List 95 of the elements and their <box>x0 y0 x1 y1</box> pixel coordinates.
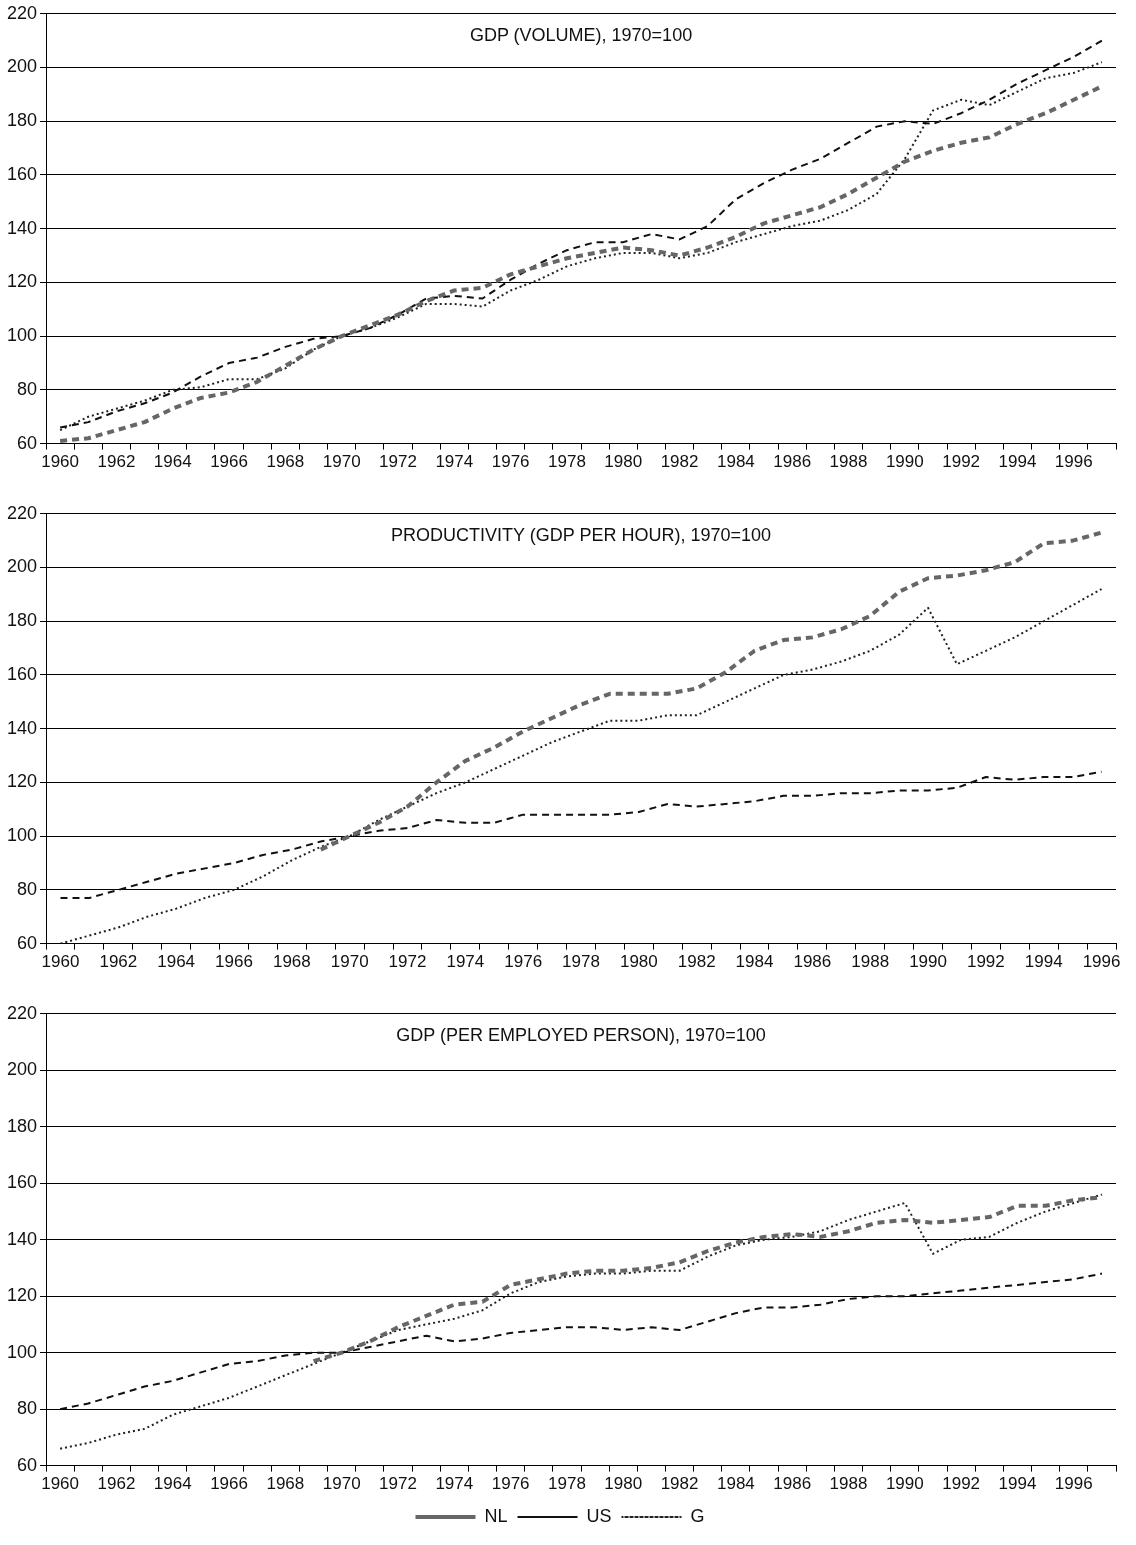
x-tick-label: 1988 <box>829 452 868 472</box>
line-series <box>59 770 1103 899</box>
x-tick-label: 1980 <box>604 452 643 472</box>
x-tick-label: 1964 <box>153 1474 192 1494</box>
x-tick-label: 1994 <box>1024 952 1063 972</box>
x-tick-label: 1960 <box>41 1474 80 1494</box>
y-tick-label: 60 <box>17 1454 38 1475</box>
line-series <box>59 1272 1103 1411</box>
y-tick-label: 120 <box>6 771 38 792</box>
x-tick-label: 1972 <box>388 952 427 972</box>
x-tick-label: 1994 <box>998 1474 1037 1494</box>
y-tick-label: 140 <box>6 217 38 238</box>
y-tick-label: 220 <box>6 502 38 523</box>
y-tick-label: 80 <box>17 1398 38 1419</box>
y-tick-label: 200 <box>6 1059 38 1080</box>
y-tick-label: 200 <box>6 56 38 77</box>
y-tick-label: 220 <box>6 2 38 23</box>
x-tick-label: 1962 <box>99 952 138 972</box>
x-tick-label: 1984 <box>716 1474 755 1494</box>
x-tick-label: 1960 <box>41 452 80 472</box>
x-tick-label: 1974 <box>435 1474 474 1494</box>
y-tick-label: 160 <box>6 663 38 684</box>
x-tick-label: 1980 <box>619 952 658 972</box>
x-tick-label: 1968 <box>272 952 311 972</box>
x-tick-label: 1996 <box>1054 1474 1093 1494</box>
x-tick-label: 1966 <box>210 1474 248 1494</box>
y-tick-label: 180 <box>6 110 38 131</box>
legend-label: US <box>586 1505 612 1526</box>
text: GDP (VOLUME), 1970=100 <box>469 24 693 45</box>
y-tick-label: 60 <box>17 432 38 453</box>
x-tick-label: 1982 <box>660 452 699 472</box>
y-tick-label: 160 <box>6 1172 38 1193</box>
y-tick-label: 80 <box>17 378 38 399</box>
y-tick-label: 120 <box>6 271 38 292</box>
y-tick-label: 100 <box>6 325 38 346</box>
x-tick-label: 1962 <box>97 1474 136 1494</box>
x-tick-label: 1990 <box>885 452 924 472</box>
y-tick-label: 60 <box>17 932 38 953</box>
x-tick-label: 1992 <box>942 1474 981 1494</box>
y-tick-label: 160 <box>6 163 38 184</box>
y-tick-label: 180 <box>6 1115 38 1136</box>
text: GDP (PER EMPLOYED PERSON), 1970=100 <box>396 1024 766 1045</box>
legend-label: NL <box>484 1505 508 1526</box>
x-tick-label: 1984 <box>735 952 774 972</box>
x-tick-label: 1966 <box>210 452 248 472</box>
x-tick-label: 1972 <box>379 1474 417 1494</box>
y-tick-label: 140 <box>6 717 38 738</box>
x-tick-label: 1980 <box>604 1474 643 1494</box>
x-tick-label: 1970 <box>322 452 361 472</box>
x-tick-label: 1990 <box>909 952 947 972</box>
x-tick-label: 1982 <box>660 1474 699 1494</box>
x-tick-label: 1976 <box>491 452 530 472</box>
x-tick-label: 1986 <box>793 952 832 972</box>
x-tick-label: 1968 <box>266 452 305 472</box>
y-tick-label: 140 <box>6 1228 38 1249</box>
x-tick-label: 1962 <box>97 452 136 472</box>
x-tick-label: 1966 <box>215 952 253 972</box>
x-tick-label: 1970 <box>330 952 369 972</box>
x-tick-label: 1992 <box>966 952 1005 972</box>
x-tick-label: 1982 <box>677 952 716 972</box>
x-tick-label: 1974 <box>446 952 485 972</box>
y-tick-label: 180 <box>6 610 38 631</box>
x-tick-label: 1988 <box>851 952 890 972</box>
x-tick-label: 1968 <box>266 1474 305 1494</box>
x-tick-label: 1974 <box>435 452 474 472</box>
x-tick-label: 1972 <box>379 452 417 472</box>
x-tick-label: 1988 <box>829 1474 868 1494</box>
x-tick-label: 1986 <box>773 1474 812 1494</box>
x-tick-label: 1986 <box>773 452 812 472</box>
x-tick-label: 1976 <box>491 1474 530 1494</box>
x-tick-label: 1976 <box>504 952 543 972</box>
y-tick-label: 220 <box>6 1002 38 1023</box>
x-tick-label: 1978 <box>548 452 586 472</box>
y-tick-label: 80 <box>17 878 38 899</box>
x-tick-label: 1978 <box>548 1474 586 1494</box>
x-tick-label: 1964 <box>153 452 192 472</box>
line-series <box>59 588 1103 944</box>
x-tick-label: 1984 <box>716 452 755 472</box>
x-tick-label: 1970 <box>322 1474 361 1494</box>
x-tick-label: 1960 <box>41 952 80 972</box>
text: PRODUCTIVITY (GDP PER HOUR), 1970=100 <box>391 524 771 545</box>
x-tick-label: 1996 <box>1082 952 1121 972</box>
line-series <box>318 530 1104 852</box>
x-tick-label: 1964 <box>157 952 196 972</box>
legend-label: G <box>690 1505 705 1526</box>
x-tick-label: 1992 <box>942 452 981 472</box>
line-series <box>59 1193 1103 1450</box>
x-tick-label: 1990 <box>885 1474 924 1494</box>
y-tick-label: 120 <box>6 1285 38 1306</box>
x-tick-label: 1978 <box>562 952 600 972</box>
y-tick-label: 200 <box>6 556 38 577</box>
y-tick-label: 100 <box>6 1341 38 1362</box>
y-tick-label: 100 <box>6 825 38 846</box>
x-tick-label: 1994 <box>998 452 1037 472</box>
x-tick-label: 1996 <box>1054 452 1093 472</box>
